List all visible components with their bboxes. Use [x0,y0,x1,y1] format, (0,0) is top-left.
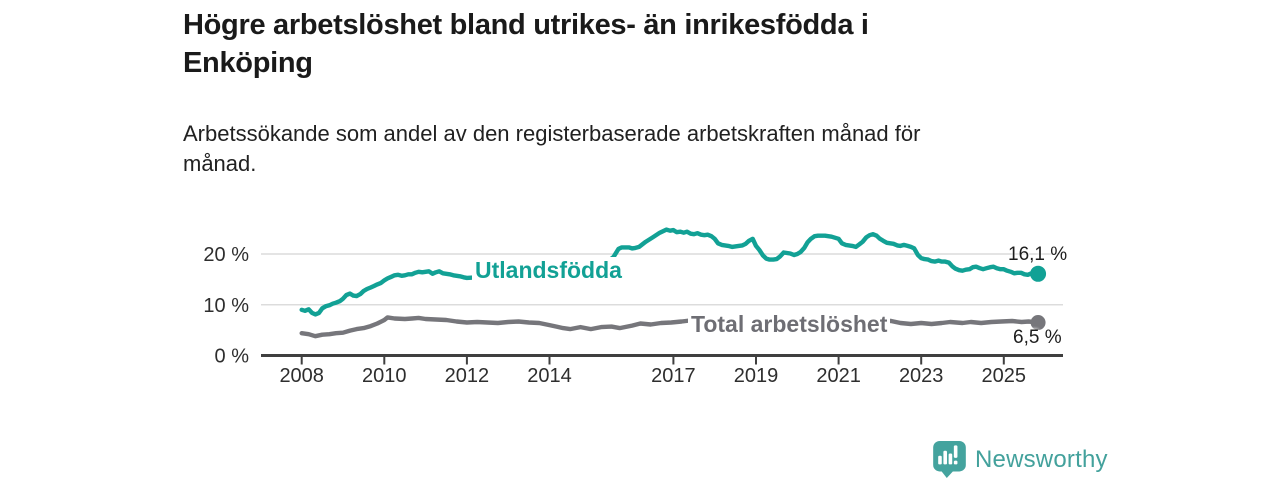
series-end-dot-total-arbetsloshet [1030,315,1046,331]
x-tick-label: 2014 [527,365,572,387]
x-tick-label: 2008 [279,365,324,387]
series-end-dot-utlandsfodda [1030,265,1047,282]
newsworthy-logo[interactable]: Newsworthy [933,441,1108,478]
x-tick-label: 2012 [445,365,490,387]
newsworthy-bubble-barchart-icon [933,441,966,478]
end-value-label-utlandsfodda: 16,1 % [1008,244,1068,265]
series-line-utlandsfodda [299,227,1041,317]
title-line-2: Enköping [183,47,313,79]
series-label-utlandsfodda: Utlandsfödda [472,257,625,284]
page-title: Högre arbetslöshet bland utrikes- än inr… [183,6,869,82]
subtitle-line-1: Arbetssökande som andel av den registerb… [183,121,921,146]
page-subtitle: Arbetssökande som andel av den registerb… [183,119,920,179]
x-tick-label: 2019 [734,365,779,387]
series-label-total-arbetsloshet: Total arbetslöshet [688,311,891,338]
end-value-label-total-arbetsloshet: 6,5 % [1013,327,1062,348]
series-line-total-arbetsloshet [299,313,1041,339]
x-tick-label: 2023 [899,365,944,387]
x-tick-label: 2025 [982,365,1027,387]
y-tick-label: 0 % [215,346,250,368]
title-line-1: Högre arbetslöshet bland utrikes- än inr… [183,9,869,41]
newsworthy-wordmark: Newsworthy [975,445,1108,473]
x-tick-label: 2021 [816,365,861,387]
y-tick-label: 20 % [203,244,249,266]
y-tick-label: 10 % [203,295,249,317]
subtitle-line-2: månad. [183,151,257,176]
x-tick-label: 2017 [651,365,696,387]
x-tick-label: 2010 [362,365,407,387]
